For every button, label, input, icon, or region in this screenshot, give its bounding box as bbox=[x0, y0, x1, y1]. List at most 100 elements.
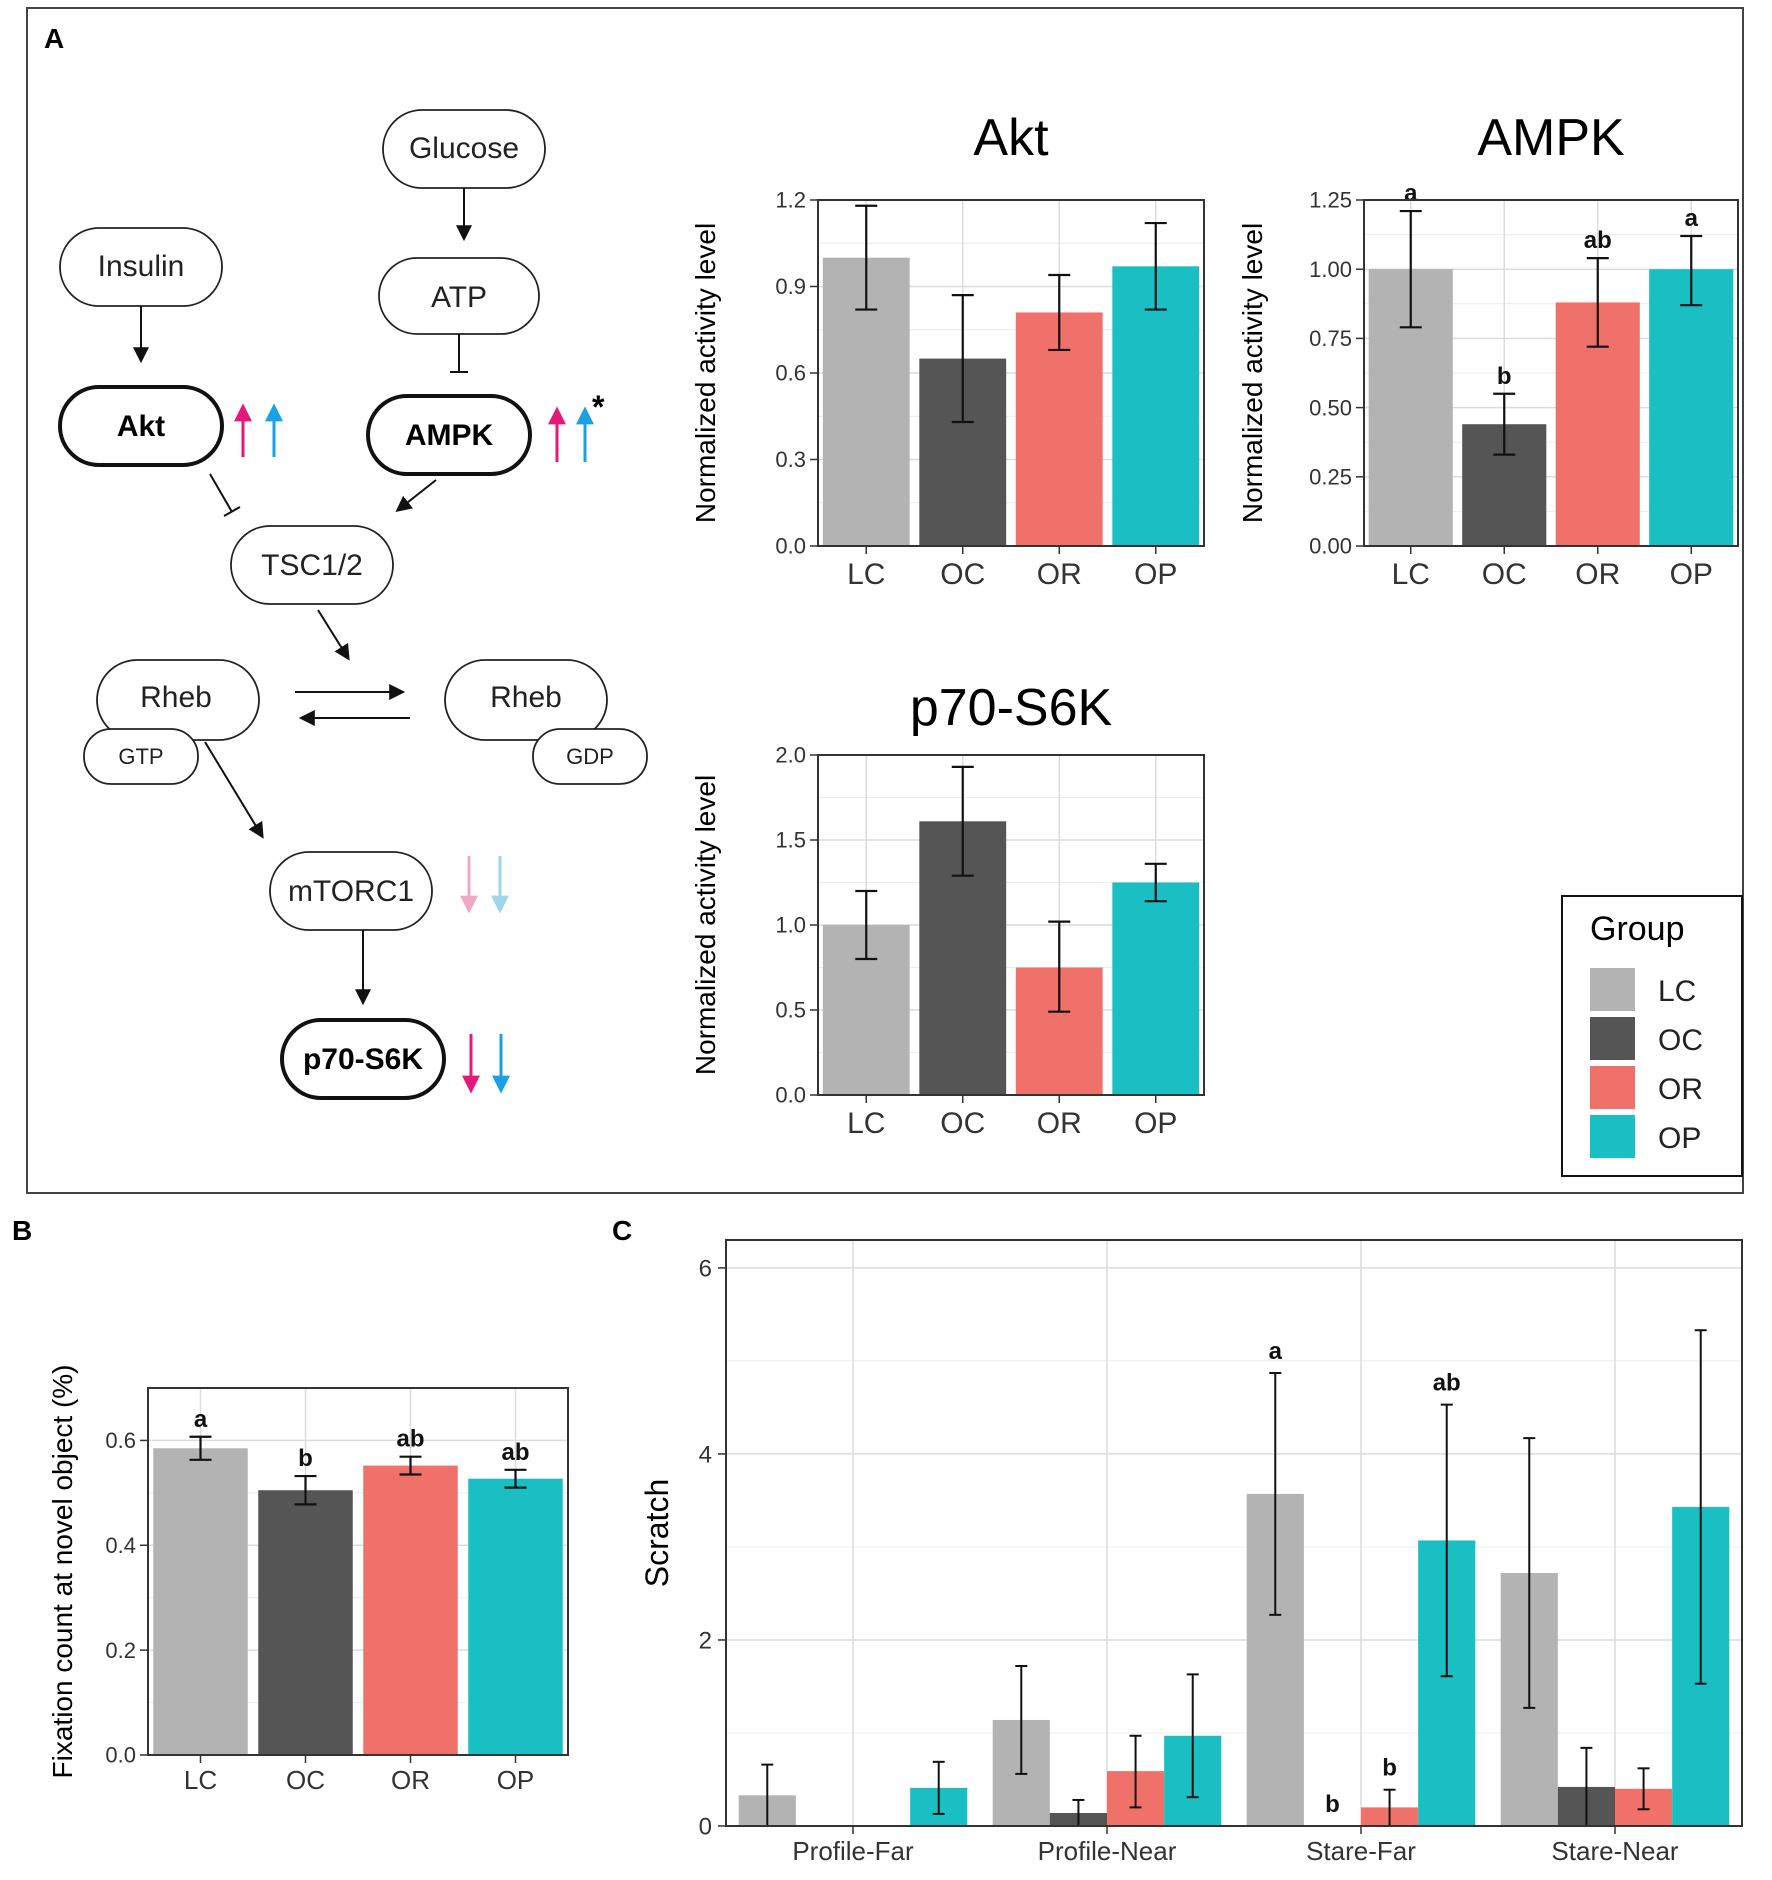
bar-op bbox=[1112, 266, 1200, 546]
y-tick-label: 1.0 bbox=[775, 913, 806, 938]
significance-label: b bbox=[1497, 363, 1512, 390]
panel-a-frame bbox=[26, 7, 1744, 1194]
node-p70 bbox=[280, 1018, 446, 1100]
x-tick-label: OR bbox=[391, 1765, 430, 1795]
chart-akt: LC OC OR OP 0.0 0.3 0.6 0.9 1.2 Normalized activi… bbox=[690, 109, 1205, 591]
legend-title: Group bbox=[1590, 910, 1685, 948]
legend-swatch-oc bbox=[1590, 1017, 1635, 1060]
y-tick-label: 0.0 bbox=[775, 534, 806, 559]
legend-label-oc: OC bbox=[1658, 1024, 1703, 1057]
node-mtorc1 bbox=[269, 851, 433, 931]
x-tick-label: Stare-Near bbox=[1551, 1836, 1678, 1866]
y-tick-label: 0.5 bbox=[775, 998, 806, 1023]
plot-frame bbox=[1363, 199, 1739, 547]
y-tick-label: 0.3 bbox=[775, 447, 806, 472]
x-tick-label: OP bbox=[1670, 558, 1713, 591]
chart-fixation: a LC b OC ab OR ab OP 0.0 0.2 0.4 0.6 Fixation count… bbox=[47, 1365, 569, 1795]
legend-label-or: OR bbox=[1658, 1073, 1703, 1106]
x-tick-label: OR bbox=[1037, 1107, 1082, 1140]
y-tick-label: 0.0 bbox=[775, 1083, 806, 1108]
y-axis-label: Normalized activity level bbox=[1237, 223, 1268, 523]
node-rheb-gdp bbox=[444, 659, 608, 741]
x-tick-label: OC bbox=[286, 1765, 325, 1795]
x-tick-label: OP bbox=[1134, 1107, 1177, 1140]
node-akt bbox=[58, 385, 224, 467]
x-tick-label: OP bbox=[1134, 558, 1177, 591]
y-axis-label: Scratch bbox=[639, 1479, 675, 1587]
legend-swatch-lc bbox=[1590, 968, 1635, 1011]
y-tick-label: 1.5 bbox=[775, 828, 806, 853]
chart-ampk: a LC b OC ab OR a OP 0.00 0.25 0.50 0.75 1.00 1.25 Nor… bbox=[1237, 109, 1739, 591]
plot-frame bbox=[817, 754, 1205, 1096]
legend-swatch-op bbox=[1590, 1115, 1635, 1158]
plot-frame bbox=[147, 1387, 569, 1756]
chart-title: p70-S6K bbox=[910, 679, 1113, 737]
y-tick-label: 0.0 bbox=[105, 1743, 136, 1768]
y-tick-label: 0.4 bbox=[105, 1533, 136, 1558]
significance-label: b bbox=[1382, 1755, 1397, 1782]
significance-label: a bbox=[1269, 1338, 1283, 1365]
significance-label: a bbox=[194, 1406, 208, 1433]
significance-label: ab bbox=[396, 1426, 424, 1453]
node-gdp bbox=[532, 728, 648, 785]
significance-label: ab bbox=[501, 1439, 529, 1466]
node-tsc-label: TSC1/2 bbox=[261, 549, 363, 582]
x-tick-label: Stare-Far bbox=[1306, 1836, 1416, 1866]
y-tick-label: 2.0 bbox=[775, 743, 806, 768]
x-tick-label: LC bbox=[847, 1107, 885, 1140]
y-tick-label: 1.00 bbox=[1309, 257, 1352, 282]
y-tick-label: 2 bbox=[699, 1627, 712, 1654]
y-axis-label: Normalized activity level bbox=[690, 223, 721, 523]
node-p70-label: p70-S6K bbox=[303, 1043, 423, 1076]
bar-op bbox=[1649, 269, 1734, 546]
bar-or bbox=[1015, 312, 1103, 546]
significance-label: a bbox=[1685, 205, 1699, 232]
x-tick-label: OC bbox=[940, 558, 985, 591]
panel-b-label: B bbox=[12, 1215, 32, 1246]
legend-label-lc: LC bbox=[1658, 975, 1696, 1008]
legend-swatch-or bbox=[1590, 1066, 1635, 1109]
node-mtorc1-label: mTORC1 bbox=[288, 875, 414, 908]
node-akt-label: Akt bbox=[117, 410, 165, 443]
node-ampk-label: AMPK bbox=[405, 419, 494, 452]
y-tick-label: 0.50 bbox=[1309, 395, 1352, 420]
y-tick-label: 0.6 bbox=[105, 1428, 136, 1453]
y-tick-label: 0.75 bbox=[1309, 326, 1352, 351]
x-tick-label: OR bbox=[1037, 558, 1082, 591]
y-tick-label: 0.25 bbox=[1309, 465, 1352, 490]
y-tick-label: 0.2 bbox=[105, 1638, 136, 1663]
plot-frame bbox=[725, 1239, 1743, 1827]
legend-label-op: OP bbox=[1658, 1122, 1701, 1155]
x-tick-label: LC bbox=[847, 558, 885, 591]
significance-label: b bbox=[1325, 1791, 1340, 1818]
legend: Group LC OC OR OP bbox=[1561, 895, 1743, 1177]
node-glucose-label: Glucose bbox=[409, 132, 519, 165]
ampk-asterisk: * bbox=[592, 389, 605, 425]
plot-background bbox=[726, 1240, 1742, 1826]
chart-p70: LC OC OR OP 0.0 0.5 1.0 1.5 2.0 Normalized activi… bbox=[690, 679, 1205, 1140]
bar-oc bbox=[258, 1490, 353, 1755]
node-tsc bbox=[230, 525, 394, 605]
x-tick-label: OR bbox=[1575, 558, 1620, 591]
plot-frame bbox=[817, 199, 1205, 547]
y-tick-label: 1.2 bbox=[775, 188, 806, 213]
node-gdp-label: GDP bbox=[566, 744, 614, 769]
y-tick-label: 1.25 bbox=[1309, 188, 1352, 213]
y-tick-label: 6 bbox=[699, 1255, 712, 1282]
bar-op bbox=[1112, 882, 1200, 1095]
bar-or bbox=[363, 1465, 458, 1755]
chart-title: AMPK bbox=[1477, 109, 1625, 167]
y-axis-label: Fixation count at novel object (%) bbox=[47, 1365, 78, 1779]
arrow-rheb-mtorc1 bbox=[204, 741, 264, 839]
node-atp-label: ATP bbox=[431, 281, 487, 314]
node-gtp-label: GTP bbox=[118, 744, 163, 769]
arrow-ampk-tsc bbox=[395, 479, 437, 512]
significance-label: ab bbox=[1584, 227, 1612, 254]
y-tick-label: 0.00 bbox=[1309, 534, 1352, 559]
x-tick-label: OC bbox=[1482, 558, 1527, 591]
y-tick-label: 0.9 bbox=[775, 274, 806, 299]
significance-label: a bbox=[1404, 180, 1418, 207]
x-tick-label: OC bbox=[940, 1107, 985, 1140]
